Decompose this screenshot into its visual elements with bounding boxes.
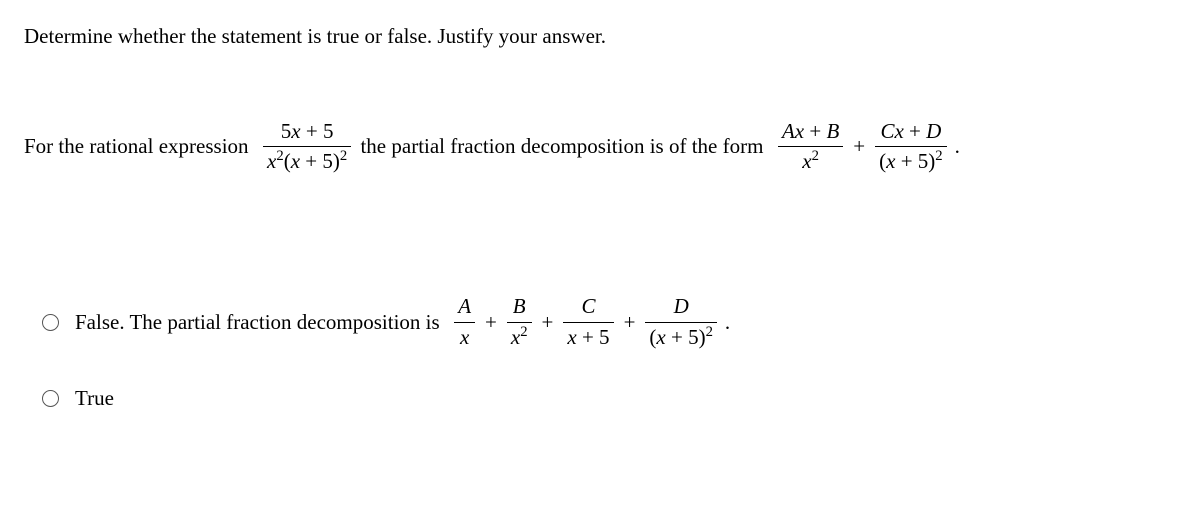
r2-cx: Cx: [880, 119, 903, 143]
plus-sign: +: [624, 310, 636, 335]
radio-icon[interactable]: [42, 390, 59, 407]
pf-term1: A x: [454, 294, 475, 349]
option-false[interactable]: False. The partial fraction decompositio…: [42, 294, 1176, 349]
option-true[interactable]: True: [42, 386, 1176, 411]
radio-icon[interactable]: [42, 314, 59, 331]
statement-lead: For the rational expression: [24, 134, 249, 159]
t1d: x: [454, 323, 475, 350]
exp: 2: [935, 148, 942, 164]
r1-ax: Ax: [782, 119, 804, 143]
exp: 2: [276, 148, 283, 164]
den-x: x: [267, 149, 276, 173]
t4n: D: [645, 294, 717, 322]
plus-sign: +: [853, 134, 865, 159]
exp: 2: [340, 148, 347, 164]
t4dc: + 5): [666, 325, 706, 349]
r1-plus: +: [804, 119, 826, 143]
statement: For the rational expression 5x + 5 x2(x …: [24, 119, 1176, 174]
pf-term3: C x + 5: [563, 294, 613, 349]
r2-close: + 5): [895, 149, 935, 173]
options-group: False. The partial fraction decompositio…: [42, 294, 1176, 410]
pf-term4: D (x + 5)2: [645, 294, 717, 349]
r1-b: B: [826, 119, 839, 143]
t3db: + 5: [577, 325, 610, 349]
option-period: .: [725, 310, 730, 335]
t3n: C: [563, 294, 613, 322]
r2-d: D: [926, 119, 941, 143]
t3da: x: [567, 325, 576, 349]
pf-term2: B x2: [507, 294, 532, 349]
r2-plus: +: [904, 119, 926, 143]
t1n: A: [454, 294, 475, 322]
plus-sign: +: [485, 310, 497, 335]
plus-sign: +: [542, 310, 554, 335]
option-true-label: True: [75, 386, 114, 411]
num-5x-coef: 5: [281, 119, 292, 143]
statement-period: .: [955, 134, 960, 159]
exp: 2: [812, 148, 819, 164]
r1-den: x: [802, 149, 811, 173]
den-end: + 5): [300, 149, 340, 173]
exp: 2: [520, 324, 527, 340]
question-prompt: Determine whether the statement is true …: [24, 24, 1176, 49]
t4db: x: [656, 325, 665, 349]
option-false-lead: False. The partial fraction decompositio…: [75, 310, 440, 335]
t2n: B: [507, 294, 532, 322]
num-plus5: + 5: [301, 119, 334, 143]
form-term2: Cx + D (x + 5)2: [875, 119, 947, 174]
den-paren: (: [284, 149, 291, 173]
exp: 2: [706, 324, 713, 340]
statement-mid: the partial fraction decomposition is of…: [360, 134, 763, 159]
form-term1: Ax + B x2: [778, 119, 843, 174]
t2d: x: [511, 325, 520, 349]
rational-expression: 5x + 5 x2(x + 5)2: [263, 119, 351, 174]
